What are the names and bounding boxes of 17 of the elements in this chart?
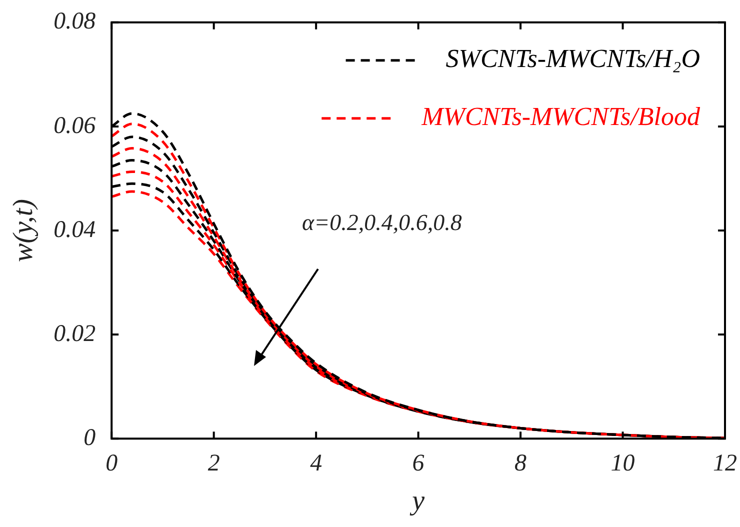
legend-label: MWCNTs-MWCNTs/Blood <box>420 102 701 132</box>
x-tick-label: 12 <box>713 450 737 476</box>
y-tick-label: 0.02 <box>54 320 96 347</box>
y-tick-label: 0.06 <box>54 112 96 139</box>
y-axis-title: w(y,t) <box>8 199 40 262</box>
x-tick-label: 2 <box>208 450 220 476</box>
y-tick-label: 0 <box>84 424 96 451</box>
x-tick-label: 6 <box>412 450 424 476</box>
annotation: α=0.2,0.4,0.6,0.8 <box>302 210 462 236</box>
x-tick-label: 4 <box>310 450 322 476</box>
x-tick-label: 10 <box>610 450 635 476</box>
legend-label: SWCNTs-MWCNTs/H₂O <box>446 44 700 74</box>
x-axis-title: y <box>409 486 426 517</box>
y-tick-label: 0.04 <box>54 216 96 243</box>
x-tick-label: 8 <box>514 450 527 476</box>
y-tick-label: 0.08 <box>54 8 96 35</box>
x-tick-label: 0 <box>106 450 118 476</box>
